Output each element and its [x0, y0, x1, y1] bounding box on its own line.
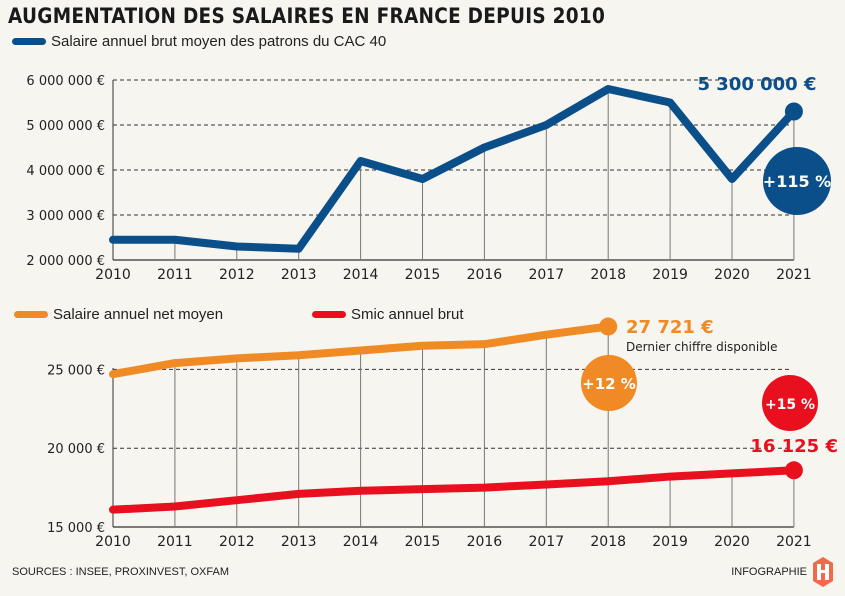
x-tick-label: 2020: [714, 267, 750, 283]
series-endpoint-0-0: [784, 102, 803, 121]
x-tick-label: 2014: [343, 267, 379, 283]
logo-icon: [813, 557, 833, 587]
x-tick-label: 2016: [467, 267, 503, 283]
x-tick-label: 2017: [528, 534, 564, 550]
x-tick-label: 2010: [95, 267, 131, 283]
x-tick-label: 2012: [219, 534, 255, 550]
x-tick-label: 2018: [590, 534, 626, 550]
badge-salaire-net: [581, 355, 637, 411]
x-tick-label: 2015: [405, 267, 441, 283]
x-tick-label: 2016: [467, 534, 503, 550]
legend-swatch-smic: [312, 311, 346, 318]
x-tick-label: 2010: [95, 534, 131, 550]
legend-swatch-cac40: [12, 38, 46, 45]
legend-cac40: Salaire annuel brut moyen des patrons du…: [12, 33, 386, 50]
badge-label-cac40: +115 %: [763, 172, 831, 191]
legend-label-smic: Smic annuel brut: [351, 306, 464, 323]
x-tick-label: 2019: [652, 534, 688, 550]
legend-label-cac40: Salaire annuel brut moyen des patrons du…: [51, 33, 387, 50]
series-endpoint-1-0: [599, 317, 618, 336]
x-tick-label: 2014: [343, 534, 379, 550]
value-label-cac40: 5 300 000 €: [698, 74, 817, 95]
x-tick-label: 2017: [528, 267, 564, 283]
x-tick-label: 2020: [714, 534, 750, 550]
badge-smic: [762, 375, 818, 431]
value-label-salaire-net: 27 721 €: [626, 317, 714, 338]
badge-cac40: [763, 147, 831, 215]
legend-swatch-salaire-net: [14, 311, 48, 318]
x-tick-label: 2011: [157, 267, 193, 283]
y-tick-label: 20 000 €: [47, 442, 105, 457]
y-tick-label: 3 000 000 €: [26, 209, 105, 224]
legend-salaire-net: Salaire annuel net moyen: [14, 306, 223, 323]
x-tick-label: 2011: [157, 534, 193, 550]
chart-title: AUGMENTATION DES SALAIRES EN FRANCE DEPU…: [8, 4, 606, 28]
series-line-1-1: [109, 466, 798, 514]
x-tick-label: 2021: [776, 534, 812, 550]
x-tick-label: 2015: [405, 534, 441, 550]
badge-label-salaire-net: +12 %: [582, 375, 636, 393]
y-tick-label: 5 000 000 €: [26, 119, 105, 134]
y-tick-label: 15 000 €: [47, 521, 105, 536]
note-last-figure: Dernier chiffre disponible: [626, 340, 778, 354]
series-endpoint-1-1: [784, 461, 803, 480]
y-tick-label: 2 000 000 €: [26, 254, 105, 269]
y-tick-label: 25 000 €: [47, 363, 105, 378]
x-tick-label: 2018: [590, 267, 626, 283]
x-tick-label: 2021: [776, 267, 812, 283]
legend-smic: Smic annuel brut: [312, 306, 464, 323]
y-tick-label: 6 000 000 €: [26, 74, 105, 89]
sources-text: SOURCES : INSEE, PROXINVEST, OXFAM: [12, 566, 229, 578]
value-label-smic: 16 125 €: [750, 436, 838, 457]
x-tick-label: 2013: [281, 534, 317, 550]
credit-text: INFOGRAPHIE: [731, 566, 807, 578]
x-tick-label: 2012: [219, 267, 255, 283]
series-line-0-0: [109, 85, 798, 253]
legend-label-salaire-net: Salaire annuel net moyen: [53, 306, 224, 323]
y-tick-label: 4 000 000 €: [26, 164, 105, 179]
x-tick-label: 2013: [281, 267, 317, 283]
x-tick-label: 2019: [652, 267, 688, 283]
badge-label-smic: +15 %: [765, 397, 815, 413]
series-line-1-0: [109, 322, 613, 379]
